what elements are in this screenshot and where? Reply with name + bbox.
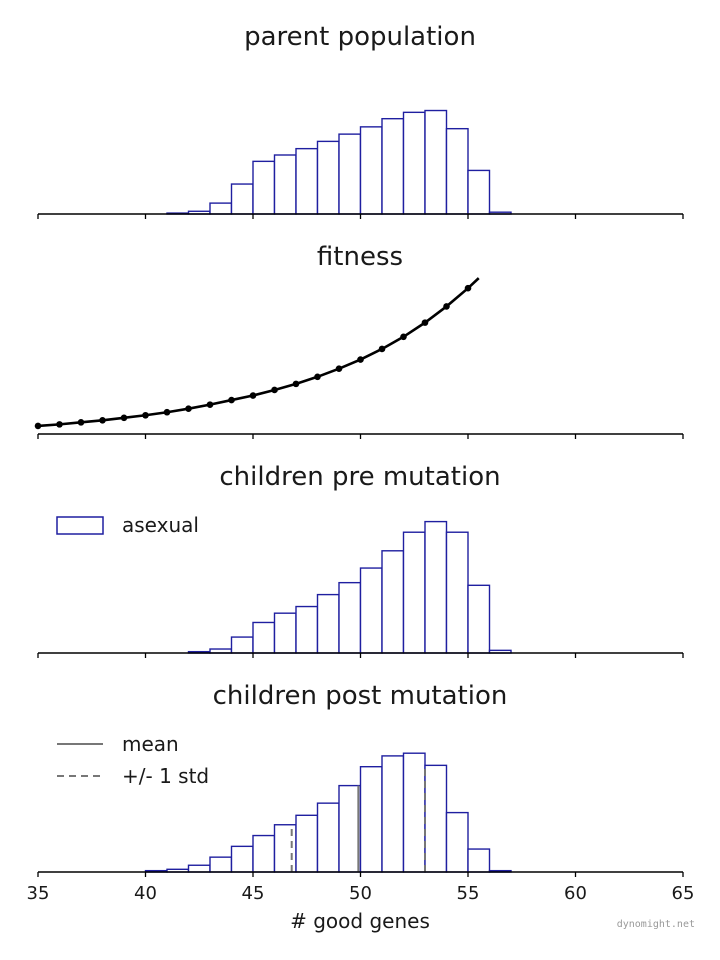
x-tick-label: 35: [27, 883, 50, 904]
fitness-point: [314, 373, 321, 381]
histogram-bar: [187, 864, 211, 873]
panel-children-post-mutation: children post mutation mean +/- 1 std 35…: [27, 681, 695, 933]
x-tick-label: 65: [672, 883, 695, 904]
panel-3-title: children pre mutation: [219, 462, 500, 492]
fitness-point: [56, 421, 63, 428]
histogram-bar: [381, 755, 405, 873]
fitness-point: [464, 284, 472, 292]
histogram-bar: [338, 133, 362, 215]
fitness-point: [99, 417, 106, 424]
x-tick-label: 55: [457, 883, 480, 904]
histogram-bar: [381, 550, 405, 654]
panel-1-x-axis: [37, 213, 684, 219]
panel-2-x-axis: [37, 433, 684, 439]
panel-3-legend: asexual: [56, 513, 199, 537]
histogram-bar: [295, 814, 319, 873]
histogram-bar: [402, 752, 426, 873]
panel-1-bars: [166, 109, 512, 215]
panel-2-title: fitness: [317, 242, 403, 272]
histogram-bar: [445, 531, 469, 654]
fitness-point: [357, 356, 364, 363]
fitness-point: [185, 405, 192, 412]
histogram-bar: [252, 621, 276, 654]
x-tick-label: 45: [242, 883, 265, 904]
histogram-bar: [252, 160, 276, 215]
legend-label-asexual: asexual: [122, 513, 199, 537]
x-tick-label: 50: [349, 883, 372, 904]
histogram-bar: [467, 848, 491, 873]
histogram-bar: [295, 147, 319, 215]
panel-4-stat-lines: [290, 765, 426, 872]
histogram-bar: [445, 127, 469, 215]
fitness-point: [77, 419, 85, 426]
histogram-bar: [338, 784, 362, 873]
histogram-bar: [338, 581, 362, 654]
x-axis-label: # good genes: [290, 909, 430, 933]
histogram-bar: [445, 811, 469, 873]
fitness-point: [34, 422, 42, 430]
histogram-bar: [230, 183, 254, 215]
fitness-point: [292, 380, 300, 388]
histogram-bar: [359, 567, 383, 654]
fitness-point: [421, 319, 429, 326]
histogram-bar: [316, 593, 340, 654]
histogram-bar: [359, 126, 383, 215]
panel-4-legend: mean +/- 1 std: [57, 732, 209, 788]
histogram-bar: [402, 111, 426, 215]
panel-parent-population: parent population: [37, 22, 684, 219]
histogram-bar: [316, 802, 340, 873]
fitness-point: [335, 365, 343, 372]
histogram-bar: [424, 109, 448, 215]
legend-swatch-asexual: [56, 516, 104, 535]
panel-1-title: parent population: [244, 22, 476, 52]
panel-4-x-axis: 35 40 45 50 55 60 65: [27, 871, 695, 904]
histogram-bar: [467, 169, 491, 215]
fitness-point: [443, 303, 450, 310]
histogram-bar: [252, 834, 276, 873]
fitness-line: [37, 277, 480, 428]
fitness-point: [163, 408, 171, 416]
histogram-bar: [230, 845, 254, 873]
histogram-bar: [273, 154, 297, 215]
histogram-bar: [424, 764, 448, 873]
legend-label-std: +/- 1 std: [122, 764, 209, 788]
panel-3-bars: [187, 520, 512, 654]
panel-2-fitness-curve: [34, 277, 480, 430]
fitness-point: [142, 411, 149, 419]
panel-3-x-axis: [37, 652, 684, 658]
histogram-bar: [402, 531, 426, 654]
fitness-point: [249, 392, 257, 399]
histogram-bar: [424, 520, 448, 654]
histogram-bar: [273, 612, 297, 654]
histogram-bar: [467, 584, 491, 654]
histogram-bar: [359, 766, 383, 873]
x-tick-label: 60: [564, 883, 587, 904]
fitness-point: [400, 333, 407, 341]
watermark: dynomight.net: [617, 919, 695, 930]
fitness-point: [228, 396, 235, 404]
panel-fitness: fitness: [34, 242, 684, 439]
histogram-bar: [209, 202, 233, 215]
fitness-point: [378, 345, 386, 353]
fitness-point: [120, 414, 128, 422]
panel-4-title: children post mutation: [213, 681, 508, 711]
histogram-bar: [381, 117, 405, 215]
histogram-bar: [273, 824, 297, 873]
histogram-bar: [316, 140, 340, 215]
panel-4-bars: [144, 752, 512, 873]
histogram-bar: [209, 856, 233, 873]
histogram-bar: [295, 605, 319, 654]
x-tick-label: 40: [134, 883, 157, 904]
panel-children-pre-mutation: children pre mutation asexual: [37, 462, 684, 658]
fitness-point: [206, 401, 214, 408]
fitness-point: [271, 386, 278, 394]
histogram-bar: [230, 636, 254, 654]
legend-label-mean: mean: [122, 732, 179, 756]
